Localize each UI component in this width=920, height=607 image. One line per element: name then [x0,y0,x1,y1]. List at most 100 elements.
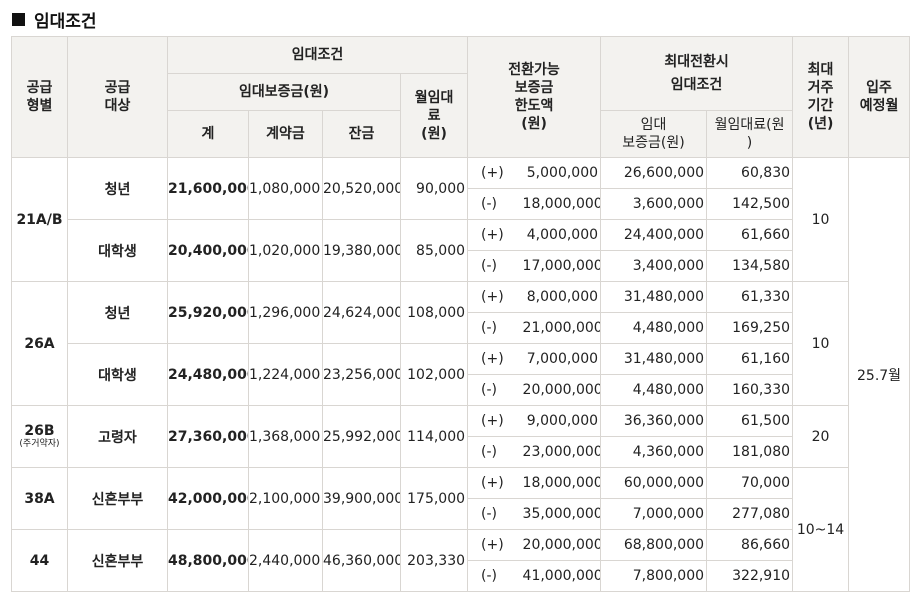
max-deposit: 4,480,000 [600,312,708,344]
header-max-deposit: 임대 보증금(원) [600,110,708,158]
deposit-balance: 25,992,000 [322,405,401,468]
supply-target: 대학생 [67,343,168,406]
move-in-month: 25.7월 [848,157,911,592]
deposit-balance: 19,380,000 [322,219,401,282]
header-total: 계 [167,110,249,158]
deposit-contract: 2,100,000 [248,467,323,530]
header-deposit: 임대보증금(원) [167,73,401,111]
max-monthly-rent: 322,910 [706,560,794,592]
max-deposit: 7,800,000 [600,560,708,592]
monthly-rent: 108,000 [399,281,469,344]
convertible-limit: 35,000,000 [522,498,602,530]
table-header: 공급 형별 공급 대상 임대조건 전환가능 보증금 한도액 (원) 최대전환시 … [11,36,911,158]
max-monthly-rent: 86,660 [706,529,794,561]
max-period: 10 [792,281,850,406]
table-row: (-) 18,000,000 3,600,000 142,500 [12,188,910,220]
conversion-sign: (-) [467,498,523,530]
deposit-balance: 20,520,000 [322,157,401,220]
max-monthly-rent: 70,000 [706,467,794,499]
supply-type-cell: 26B (주거약자) [11,405,68,468]
deposit-balance: 39,900,000 [322,467,401,530]
supply-target: 청년 [67,157,168,220]
max-monthly-rent: 61,500 [706,405,794,437]
deposit-balance: 23,256,000 [322,343,401,406]
header-balance: 잔금 [322,110,401,158]
max-monthly-rent: 142,500 [706,188,794,220]
table-row: 대학생 24,480,000 1,224,000 23,256,000 102,000(… [12,343,910,406]
supply-type: 44 [29,552,50,569]
conversion-sign: (-) [467,188,523,220]
conversion-sign: (+) [467,467,523,499]
table-row: 21A/B 청년 21,600,000 1,080,000 20,520,000 90,0… [11,157,911,592]
header-convertible-deposit: 전환가능 보증금 한도액 (원) [467,36,602,158]
max-deposit: 3,600,000 [600,188,708,220]
conversion-sign: (+) [467,343,523,375]
convertible-limit: 9,000,000 [522,405,602,437]
convertible-limit: 5,000,000 [522,157,602,189]
conversion-sign: (-) [467,374,523,406]
convertible-limit: 18,000,000 [522,188,602,220]
square-bullet-icon [12,12,25,26]
max-deposit: 68,800,000 [600,529,708,561]
max-monthly-rent: 160,330 [706,374,794,406]
max-deposit: 4,360,000 [600,436,708,468]
monthly-rent: 90,000 [399,157,469,220]
conversion-sign: (-) [467,560,523,592]
conversion-sign: (-) [467,312,523,344]
supply-type: 38A [24,490,55,507]
max-deposit: 7,000,000 [600,498,708,530]
supply-target: 대학생 [67,219,168,282]
supply-target: 신혼부부 [67,529,168,592]
max-period: 10~14 [792,467,850,592]
convertible-limit: 20,000,000 [522,374,602,406]
deposit-contract: 1,368,000 [248,405,323,468]
section-title-text: 임대조건 [34,11,97,32]
monthly-rent: 85,000 [399,219,469,282]
max-deposit: 26,600,000 [600,157,708,189]
convertible-limit: 7,000,000 [522,343,602,375]
monthly-rent: 114,000 [399,405,469,468]
conversion-sign: (-) [467,436,523,468]
supply-type: 26B [24,423,55,439]
deposit-balance: 24,624,000 [322,281,401,344]
supply-type-cell: 38A [11,467,68,530]
max-period: 20 [792,405,850,468]
table-body: 21A/B 청년 21,600,000 1,080,000 20,520,000 90,0… [11,157,911,592]
conversion-sign: (+) [467,281,523,313]
supply-type-cell: 44 [11,529,68,592]
supply-type-note: (주거약자) [19,439,60,449]
conversion-sign: (-) [467,250,523,282]
deposit-contract: 2,440,000 [248,529,323,592]
table-row: (-) 20,000,000 4,480,000 160,330 [12,374,910,406]
max-monthly-rent: 277,080 [706,498,794,530]
max-deposit: 3,400,000 [600,250,708,282]
header-max-rent: 월임대료(원 ) [706,110,794,158]
max-period: 10 [792,157,850,282]
deposit-total: 48,800,000 [167,529,249,592]
conversion-sign: (+) [467,405,523,437]
supply-target: 청년 [67,281,168,344]
table-row: 26B (주거약자) 고령자 27,360,000 1,368,000 25,992,00… [11,405,910,468]
header-max-conversion: 최대전환시 임대조건 [600,36,794,111]
header-type: 공급 형별 [11,36,68,158]
header-move-in: 입주 예정월 [848,36,911,158]
deposit-contract: 1,224,000 [248,343,323,406]
max-monthly-rent: 181,080 [706,436,794,468]
convertible-limit: 8,000,000 [522,281,602,313]
deposit-contract: 1,020,000 [248,219,323,282]
convertible-limit: 17,000,000 [522,250,602,282]
section-title: 임대조건 [12,6,97,32]
max-monthly-rent: 134,580 [706,250,794,282]
max-deposit: 4,480,000 [600,374,708,406]
table-row: (-) 41,000,000 7,800,000 322,910 [12,560,910,592]
supply-type: 21A/B [16,211,63,228]
table-row: (-) 23,000,000 4,360,000 181,080 [12,436,910,468]
max-deposit: 31,480,000 [600,343,708,375]
supply-target: 신혼부부 [67,467,168,530]
monthly-rent: 102,000 [399,343,469,406]
supply-type: 26A [24,335,55,352]
max-monthly-rent: 61,330 [706,281,794,313]
max-deposit: 24,400,000 [600,219,708,251]
max-monthly-rent: 61,660 [706,219,794,251]
table-row: 대학생 20,400,000 1,020,000 19,380,000 85,000 (+… [12,219,910,282]
